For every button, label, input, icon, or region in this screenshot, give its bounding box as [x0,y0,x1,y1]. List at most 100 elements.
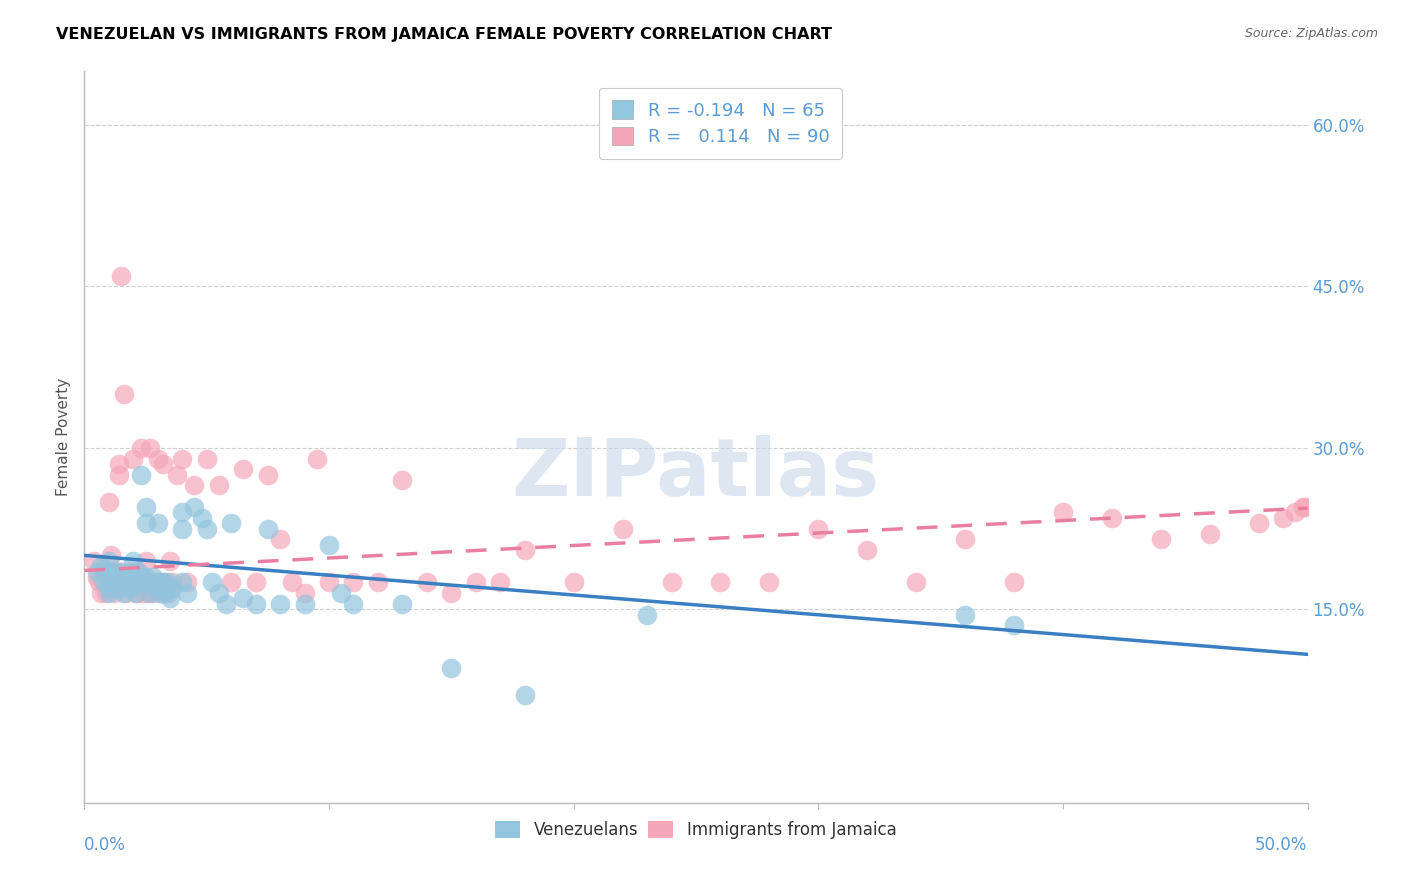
Point [172,521,194,535]
Point [127,575,149,590]
Point [176,575,198,590]
Point [97,586,120,600]
Point [135,516,157,530]
Point [149,586,172,600]
Text: ZIPatlas: ZIPatlas [512,434,880,513]
Point [107,467,129,482]
Point [122,451,145,466]
Point [97,581,120,595]
Point [294,586,316,600]
Point [440,586,463,600]
Point [135,500,157,514]
Point [1002,618,1025,632]
Point [86,565,108,579]
Point [96,586,118,600]
Point [93,575,115,590]
Point [146,451,169,466]
Point [215,597,238,611]
Point [176,586,198,600]
Point [112,575,135,590]
Point [195,521,218,535]
Point [1150,533,1173,547]
Point [281,575,304,590]
Point [122,554,145,568]
Point [129,575,152,590]
Point [86,570,108,584]
Point [305,451,328,466]
Point [125,586,148,600]
Point [125,586,148,600]
Point [107,575,129,590]
Point [1284,505,1306,519]
Point [127,565,149,579]
Point [219,516,242,530]
Point [159,591,181,606]
Point [440,661,463,675]
Point [107,581,129,595]
Point [391,473,413,487]
Point [342,597,364,611]
Point [513,688,536,702]
Point [269,597,291,611]
Point [122,565,145,579]
Legend: Venezuelans, Immigrants from Jamaica: Venezuelans, Immigrants from Jamaica [489,814,903,846]
Point [257,467,280,482]
Point [100,565,122,579]
Point [661,575,683,590]
Point [153,575,176,590]
Point [953,607,976,622]
Point [856,543,879,558]
Point [132,575,155,590]
Point [905,575,928,590]
Point [709,575,731,590]
Point [93,565,115,579]
Point [97,494,120,508]
Point [269,533,291,547]
Point [489,575,512,590]
Point [172,575,194,590]
Text: Source: ZipAtlas.com: Source: ZipAtlas.com [1244,27,1378,40]
Point [115,586,138,600]
Point [172,505,194,519]
Point [129,570,152,584]
Point [146,575,169,590]
Point [416,575,439,590]
Point [110,268,132,283]
Point [232,462,254,476]
Text: 0.0%: 0.0% [84,836,127,854]
Point [330,586,353,600]
Point [149,586,172,600]
Point [166,467,188,482]
Point [115,570,138,584]
Point [120,581,142,595]
Point [1247,516,1270,530]
Point [105,565,128,579]
Point [103,575,125,590]
Point [513,543,536,558]
Point [139,586,162,600]
Point [391,597,413,611]
Point [122,575,145,590]
Point [159,554,181,568]
Point [105,570,128,584]
Point [146,516,169,530]
Point [1002,575,1025,590]
Point [139,441,162,455]
Point [807,521,830,535]
Point [143,581,166,595]
Point [122,565,145,579]
Point [191,510,214,524]
Point [103,575,125,590]
Point [100,549,122,563]
Point [208,478,231,492]
Point [135,575,157,590]
Point [562,575,585,590]
Point [257,521,280,535]
Point [132,586,155,600]
Point [135,554,157,568]
Point [1294,500,1316,514]
Point [129,467,152,482]
Point [117,575,139,590]
Point [87,575,110,590]
Point [156,575,179,590]
